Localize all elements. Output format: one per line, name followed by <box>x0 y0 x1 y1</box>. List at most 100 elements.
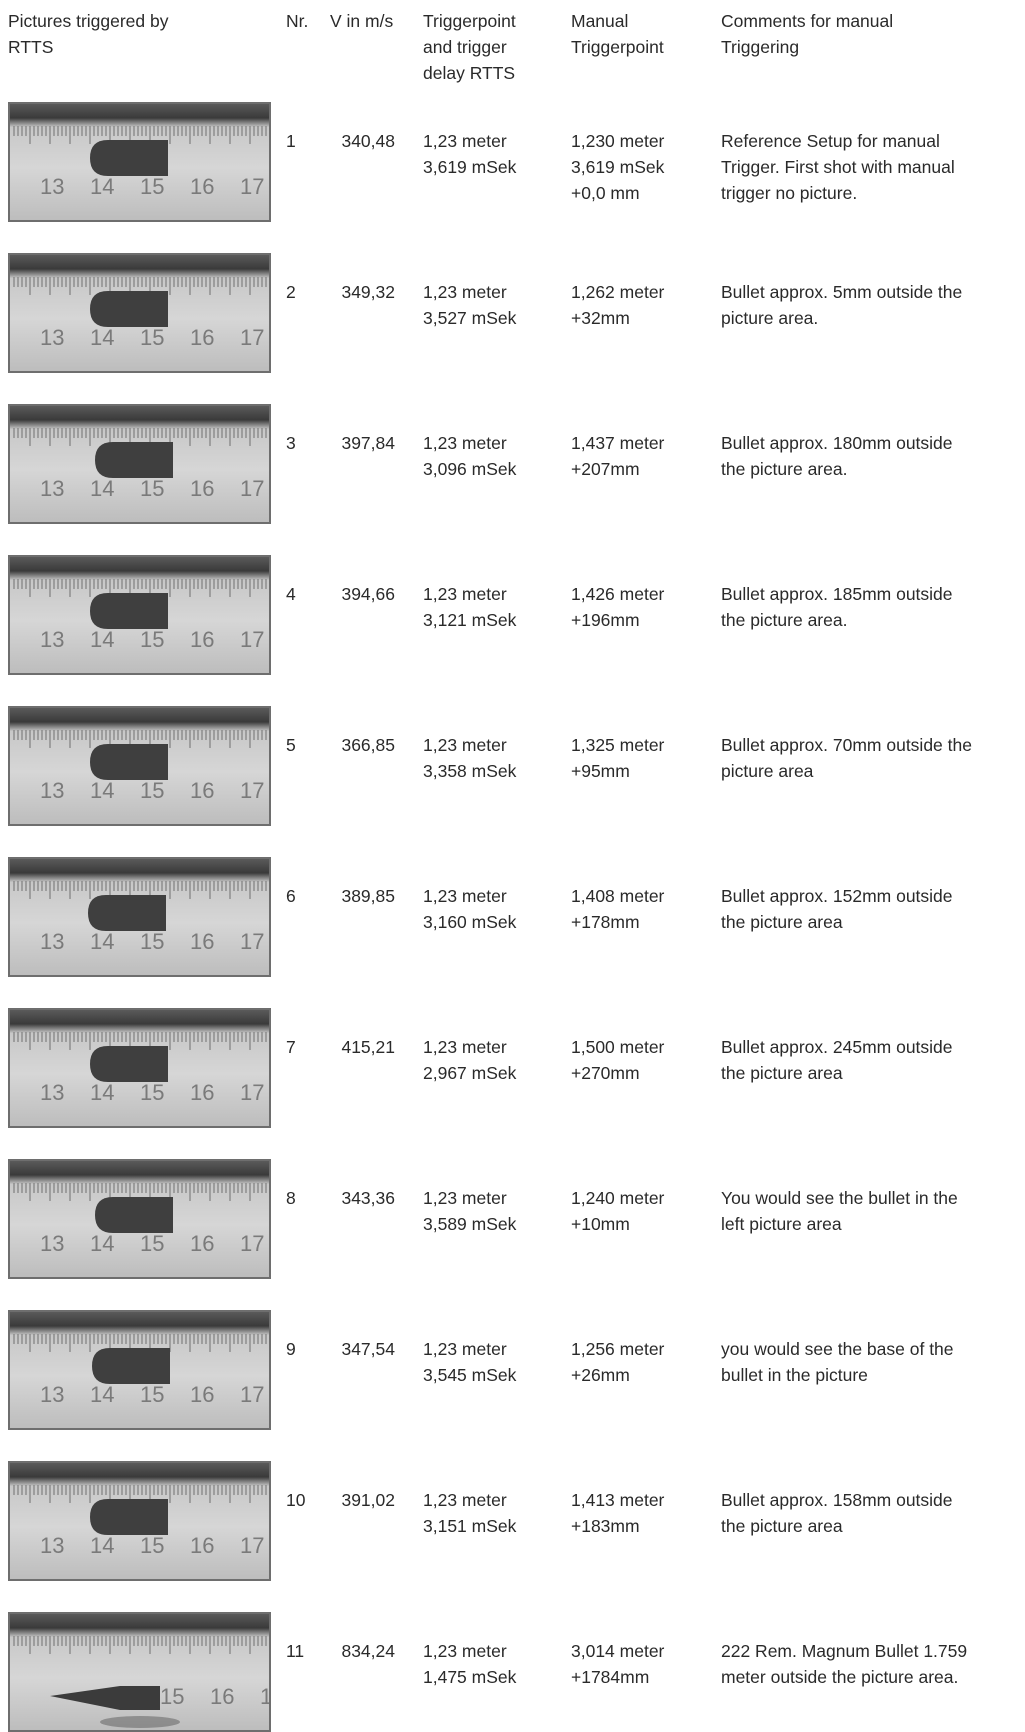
row-velocity: 415,21 <box>341 1037 395 1057</box>
row-nr: 11 <box>286 1641 305 1661</box>
svg-text:15: 15 <box>140 1382 164 1407</box>
svg-text:14: 14 <box>90 174 114 199</box>
bullet-photo: 13 14 15 16 17 <box>8 1310 271 1430</box>
row-velocity: 349,32 <box>341 282 395 302</box>
svg-text:16: 16 <box>190 1382 214 1407</box>
svg-text:14: 14 <box>90 476 114 501</box>
row-manual-triggerpoint: 1,426 meter +196mm <box>571 584 665 630</box>
row-comment: you would see the base of the bullet in … <box>721 1339 954 1385</box>
row-manual-triggerpoint: 1,230 meter 3,619 mSek +0,0 mm <box>571 131 665 203</box>
row-velocity: 397,84 <box>341 433 395 453</box>
row-triggerpoint: 1,23 meter 1,475 mSek <box>423 1641 517 1687</box>
row-velocity: 366,85 <box>341 735 395 755</box>
row-comment: You would see the bullet in the left pic… <box>721 1188 958 1234</box>
row-manual-triggerpoint: 3,014 meter +1784mm <box>571 1641 665 1687</box>
svg-text:15: 15 <box>140 1533 164 1558</box>
svg-text:14: 14 <box>90 1533 114 1558</box>
row-nr: 5 <box>286 735 296 755</box>
svg-text:17: 17 <box>240 174 264 199</box>
svg-text:15: 15 <box>140 174 164 199</box>
svg-text:17: 17 <box>240 627 264 652</box>
bullet-photo: 13 14 15 16 17 <box>8 857 271 977</box>
svg-text:14: 14 <box>90 929 114 954</box>
svg-text:15: 15 <box>140 325 164 350</box>
row-triggerpoint: 1,23 meter 3,527 mSek <box>423 282 517 328</box>
svg-text:15: 15 <box>140 1231 164 1256</box>
row-triggerpoint: 1,23 meter 3,096 mSek <box>423 433 517 479</box>
bullet-photo: 13 14 15 16 17 <box>8 555 271 675</box>
row-velocity: 391,02 <box>341 1490 395 1510</box>
svg-text:17: 17 <box>240 476 264 501</box>
svg-text:17: 17 <box>240 778 264 803</box>
svg-text:14: 14 <box>90 1382 114 1407</box>
svg-text:13: 13 <box>40 929 64 954</box>
header-pictures: Pictures triggered by RTTS <box>8 11 169 57</box>
svg-text:17: 17 <box>260 1684 269 1709</box>
svg-text:17: 17 <box>240 1533 264 1558</box>
row-nr: 2 <box>286 282 296 302</box>
svg-text:13: 13 <box>40 1231 64 1256</box>
row-triggerpoint: 1,23 meter 3,358 mSek <box>423 735 517 781</box>
svg-text:16: 16 <box>190 174 214 199</box>
row-nr: 3 <box>286 433 296 453</box>
header-comments: Comments for manual Triggering <box>721 11 894 57</box>
svg-text:16: 16 <box>190 778 214 803</box>
row-nr: 8 <box>286 1188 296 1208</box>
svg-text:16: 16 <box>190 1533 214 1558</box>
row-triggerpoint: 1,23 meter 2,967 mSek <box>423 1037 517 1083</box>
row-comment: Bullet approx. 245mm outside the picture… <box>721 1037 953 1083</box>
row-triggerpoint: 1,23 meter 3,589 mSek <box>423 1188 517 1234</box>
row-manual-triggerpoint: 1,500 meter +270mm <box>571 1037 665 1083</box>
svg-text:14: 14 <box>90 1231 114 1256</box>
row-comment: 222 Rem. Magnum Bullet 1.759 meter outsi… <box>721 1641 968 1687</box>
row-manual-triggerpoint: 1,240 meter +10mm <box>571 1188 665 1234</box>
svg-text:16: 16 <box>190 627 214 652</box>
svg-text:16: 16 <box>190 929 214 954</box>
header-velocity: V in m/s <box>330 11 394 31</box>
row-triggerpoint: 1,23 meter 3,160 mSek <box>423 886 517 932</box>
row-triggerpoint: 1,23 meter 3,151 mSek <box>423 1490 517 1536</box>
svg-text:13: 13 <box>40 1382 64 1407</box>
row-nr: 1 <box>286 131 296 151</box>
bullet-photo: 13 14 15 16 17 <box>8 253 271 373</box>
row-triggerpoint: 1,23 meter 3,121 mSek <box>423 584 517 630</box>
bullet-photo: 13 14 15 16 17 <box>8 102 271 222</box>
row-manual-triggerpoint: 1,325 meter +95mm <box>571 735 665 781</box>
header-triggerpoint: Triggerpoint and trigger delay RTTS <box>423 11 516 83</box>
header-nr: Nr. <box>286 11 309 31</box>
svg-text:17: 17 <box>240 1231 264 1256</box>
row-manual-triggerpoint: 1,262 meter +32mm <box>571 282 665 328</box>
row-velocity: 340,48 <box>341 131 395 151</box>
row-velocity: 389,85 <box>341 886 395 906</box>
svg-text:16: 16 <box>190 1080 214 1105</box>
svg-text:14: 14 <box>90 325 114 350</box>
bullet-photo: 13 14 15 16 17 <box>8 1461 271 1581</box>
row-nr: 10 <box>286 1490 306 1510</box>
svg-text:16: 16 <box>210 1684 234 1709</box>
svg-text:13: 13 <box>40 476 64 501</box>
svg-text:15: 15 <box>140 929 164 954</box>
header-manual-triggerpoint: Manual Triggerpoint <box>571 11 664 57</box>
svg-text:16: 16 <box>190 1231 214 1256</box>
row-comment: Bullet approx. 5mm outside the picture a… <box>721 282 963 328</box>
svg-text:15: 15 <box>160 1684 184 1709</box>
bullet-photo: 13 14 15 16 17 <box>8 706 271 826</box>
row-manual-triggerpoint: 1,408 meter +178mm <box>571 886 665 932</box>
svg-text:13: 13 <box>40 778 64 803</box>
svg-text:13: 13 <box>40 1533 64 1558</box>
svg-text:15: 15 <box>140 778 164 803</box>
svg-text:13: 13 <box>40 325 64 350</box>
bullet-photo: 13 14 15 16 17 <box>8 404 271 524</box>
row-nr: 4 <box>286 584 296 604</box>
svg-text:13: 13 <box>40 1080 64 1105</box>
bullet-photo: 15 16 17 <box>8 1612 271 1732</box>
row-triggerpoint: 1,23 meter 3,545 mSek <box>423 1339 517 1385</box>
bullet-photo: 13 14 15 16 17 <box>8 1008 271 1128</box>
svg-text:15: 15 <box>140 1080 164 1105</box>
row-nr: 7 <box>286 1037 296 1057</box>
row-comment: Reference Setup for manual Trigger. Firs… <box>721 131 955 203</box>
row-nr: 6 <box>286 886 296 906</box>
row-velocity: 834,24 <box>341 1641 395 1661</box>
row-comment: Bullet approx. 70mm outside the picture … <box>721 735 972 781</box>
svg-text:14: 14 <box>90 627 114 652</box>
